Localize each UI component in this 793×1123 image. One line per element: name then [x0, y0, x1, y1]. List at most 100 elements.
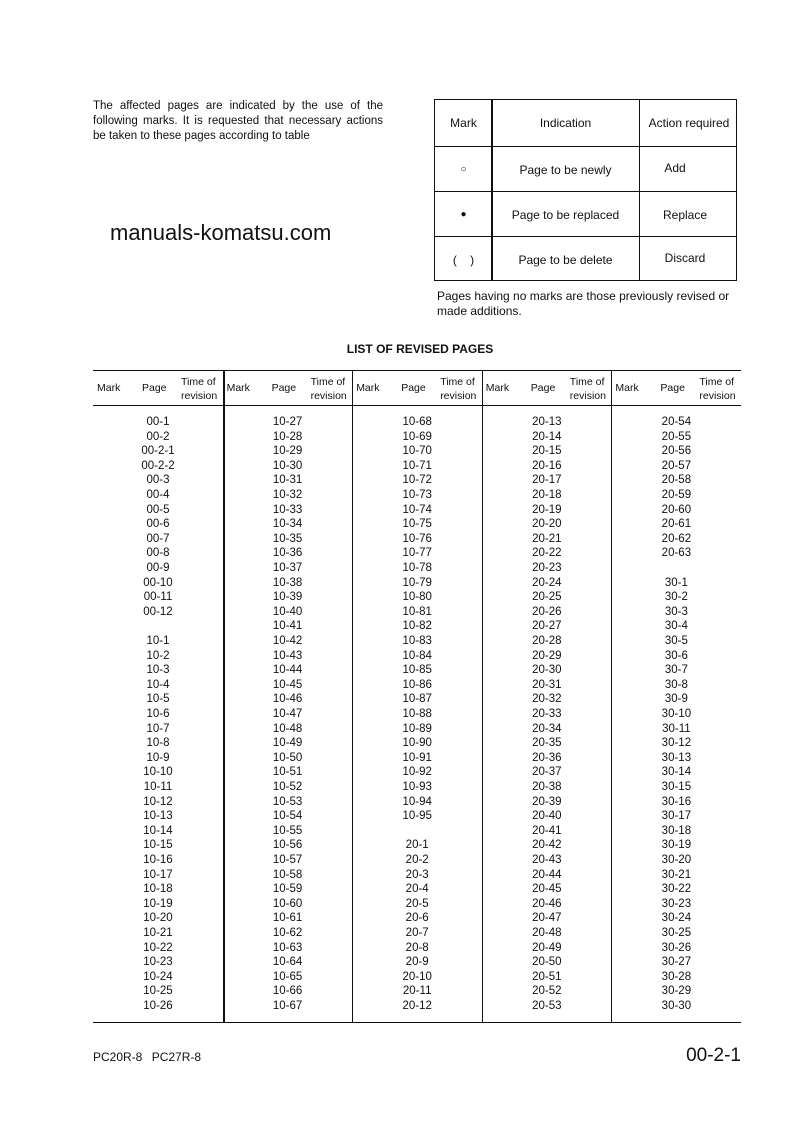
list-column: Mark Page Time of revision 10-27 10-28 10-29 10…	[222, 371, 353, 1022]
page-entry: 10-10	[143, 766, 173, 779]
page-entry: 10-83	[402, 635, 432, 647]
page-entry: 10-66	[272, 985, 303, 998]
page-entry: 20-7	[405, 927, 429, 939]
page-entry: 00-2-2	[141, 459, 175, 472]
page-entry: 10-78	[402, 562, 432, 574]
page-entry: 10-33	[272, 503, 303, 516]
header-page: Page	[271, 382, 297, 394]
page-entry: 20-13	[532, 416, 562, 428]
legend-action: Replace	[662, 207, 708, 222]
page-entry: 20-35	[532, 737, 562, 750]
page-entry: 20-45	[532, 883, 562, 896]
footer-models: PC20R-8 PC27R-8	[93, 1050, 202, 1064]
watermark: manuals-komatsu.com	[110, 220, 332, 245]
page-entry: 30-14	[661, 766, 692, 779]
page-entry: 10-58	[272, 868, 303, 881]
page-entry: 10-49	[272, 737, 303, 750]
page-entry: 10-94	[402, 795, 432, 808]
page-entry: 00-12	[143, 605, 173, 618]
legend-action: Add	[664, 161, 686, 175]
page-entry: 10-95	[402, 810, 432, 823]
page-entry: 10-67	[272, 1000, 303, 1012]
page-entry: 20-14	[532, 430, 562, 443]
page-entry: 20-53	[532, 1000, 562, 1012]
header-mark: Mark	[485, 382, 510, 394]
page-entry: 30-3	[664, 605, 688, 618]
page-entry: 10-40	[272, 605, 303, 618]
page-entry: 30-1	[664, 576, 688, 589]
page-entry: 10-26	[143, 1000, 173, 1012]
page-entry: 10-36	[272, 547, 303, 560]
page-entry: 20-60	[661, 503, 692, 516]
footer-page-number: 00-2-1	[686, 1045, 741, 1066]
legend-divider	[491, 100, 493, 280]
page-entry: 30-29	[661, 985, 692, 998]
page-entry: 10-57	[272, 854, 303, 866]
list-column: Mark Page Time of revision 20-54 20-55 20-56 20…	[611, 371, 741, 1022]
page-entry: 10-19	[143, 897, 173, 910]
page-entry: 10-88	[402, 708, 432, 720]
page-entry: 20-18	[532, 489, 562, 501]
page-entry: 10-59	[272, 883, 303, 896]
header-revision: revision	[699, 390, 736, 402]
page-entry: 30-27	[661, 956, 692, 969]
page-entry: 20-33	[532, 708, 562, 720]
page-entry: 00-5	[146, 503, 170, 516]
legend-row: ○ Page to be newly Add	[435, 146, 736, 192]
page-entry: 00-9	[146, 562, 170, 574]
page-entry: 20-29	[532, 649, 562, 662]
page-entry: 20-47	[532, 912, 562, 925]
page-entry: 20-5	[405, 897, 429, 910]
page-entry: 20-3	[405, 868, 429, 881]
page-entry: 10-82	[402, 620, 432, 633]
page-entry: 20-19	[532, 503, 562, 516]
page-entry: 20-12	[402, 1000, 432, 1012]
page-entry: 20-17	[532, 474, 562, 487]
legend-header-indication: Indication	[539, 116, 592, 130]
page-entry: 10-68	[402, 416, 432, 428]
page-entry: 30-10	[661, 708, 692, 720]
header-page: Page	[401, 382, 426, 394]
header-mark: Mark	[356, 382, 380, 394]
page-entry: 10-60	[272, 897, 303, 910]
page-entry: 10-53	[272, 795, 303, 808]
page-entry: 10-93	[402, 781, 432, 793]
page-entry: 10-65	[272, 970, 303, 983]
page-entry: 00-8	[146, 547, 170, 560]
page-entry: 00-11	[143, 591, 173, 604]
intro-paragraph: The affected pages are indicated by the …	[93, 100, 383, 142]
page-entry: 30-6	[664, 649, 688, 662]
filled-circle-icon: ●	[460, 209, 467, 220]
page-entry: 20-31	[532, 678, 562, 691]
page-entry: 20-23	[532, 562, 562, 574]
page-entry: 10-69	[402, 430, 432, 443]
page-entry: 10-44	[272, 664, 303, 677]
header-page: Page	[142, 382, 167, 394]
header-time-of: Time of	[699, 376, 735, 388]
header-time-of: Time of	[569, 376, 605, 388]
page-entry: 30-16	[661, 795, 692, 808]
page-entry: 20-1	[405, 839, 429, 852]
page-entry: 30-24	[661, 912, 692, 925]
list-column: Mark Page Time of revision 20-13 20-14 20-15 20…	[481, 371, 612, 1022]
page-entry: 30-4	[664, 620, 688, 633]
legend-indication: Page to be replaced	[511, 207, 620, 222]
open-circle-icon: ○	[460, 164, 467, 175]
page-entry: 30-21	[661, 868, 692, 881]
page-entry: 10-70	[402, 445, 432, 458]
header-time-of: Time of	[310, 376, 346, 388]
page-entry: 10-86	[402, 678, 432, 691]
page-entry: 10-28	[272, 430, 303, 443]
legend-divider	[639, 100, 640, 280]
header-mark: Mark	[226, 382, 250, 394]
page-entry: 10-63	[272, 941, 303, 954]
legend-row: ● Page to be replaced Replace	[435, 191, 736, 237]
page-entry: 10-61	[272, 912, 303, 925]
page-entry: 20-25	[532, 591, 562, 604]
page-entry: 20-4	[405, 883, 429, 896]
page-entry: 10-32	[272, 489, 303, 501]
page-entry: 10-24	[143, 970, 173, 983]
page-entry: 30-19	[661, 839, 692, 852]
column-divider	[611, 371, 613, 1022]
page-entry: 20-32	[532, 693, 562, 706]
